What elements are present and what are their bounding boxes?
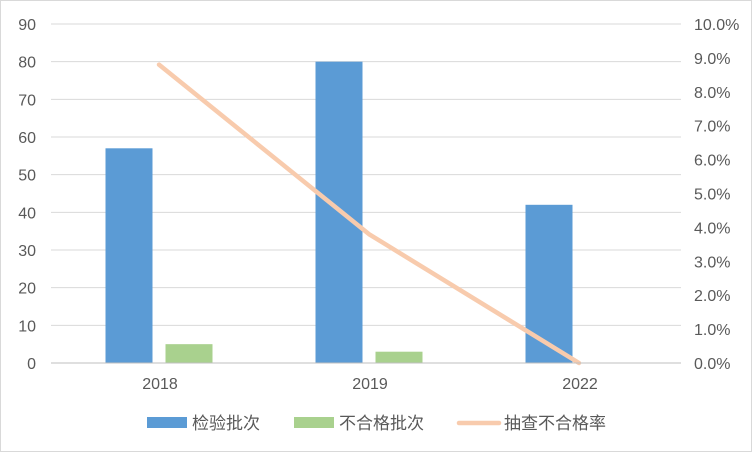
bar <box>166 344 213 363</box>
legend-label: 不合格批次 <box>339 414 424 433</box>
legend: 检验批次 不合格批次 抽查不合格率 <box>147 414 606 433</box>
y-right-tick-label: 2.0% <box>694 288 730 305</box>
legend-label: 抽查不合格率 <box>504 414 606 433</box>
y-right-tick-label: 7.0% <box>694 119 730 136</box>
y-right-tick-label: 9.0% <box>694 51 730 68</box>
y-right-tick-label: 1.0% <box>694 322 730 339</box>
legend-swatch <box>147 417 187 428</box>
y-left-tick-label: 40 <box>18 205 36 222</box>
y-right-tick-label: 5.0% <box>694 187 730 204</box>
y-right-tick-label: 4.0% <box>694 220 730 237</box>
y-right-tick-label: 3.0% <box>694 254 730 271</box>
x-tick-label: 2018 <box>142 376 178 393</box>
series-line <box>159 65 579 363</box>
bar <box>376 352 423 363</box>
y-left-tick-label: 10 <box>18 318 36 335</box>
y-left-tick-label: 90 <box>18 17 36 34</box>
y-left-tick-label: 80 <box>18 55 36 72</box>
y-left-tick-label: 20 <box>18 281 36 298</box>
y-left-tick-label: 70 <box>18 92 36 109</box>
y-left-tick-label: 0 <box>27 356 36 373</box>
y-right-tick-label: 10.0% <box>694 17 739 34</box>
y-right-tick-label: 8.0% <box>694 85 730 102</box>
y-left-tick-label: 30 <box>18 243 36 260</box>
y-left-tick-label: 50 <box>18 168 36 185</box>
legend-swatch <box>294 417 334 428</box>
y-right-tick-label: 0.0% <box>694 356 730 373</box>
x-tick-label: 2022 <box>562 376 598 393</box>
y-right-tick-label: 6.0% <box>694 153 730 170</box>
y-left-tick-label: 60 <box>18 130 36 147</box>
bar <box>106 148 153 363</box>
x-tick-label: 2019 <box>352 376 388 393</box>
line-series <box>159 65 579 364</box>
bar <box>526 205 573 363</box>
legend-label: 检验批次 <box>192 414 260 433</box>
